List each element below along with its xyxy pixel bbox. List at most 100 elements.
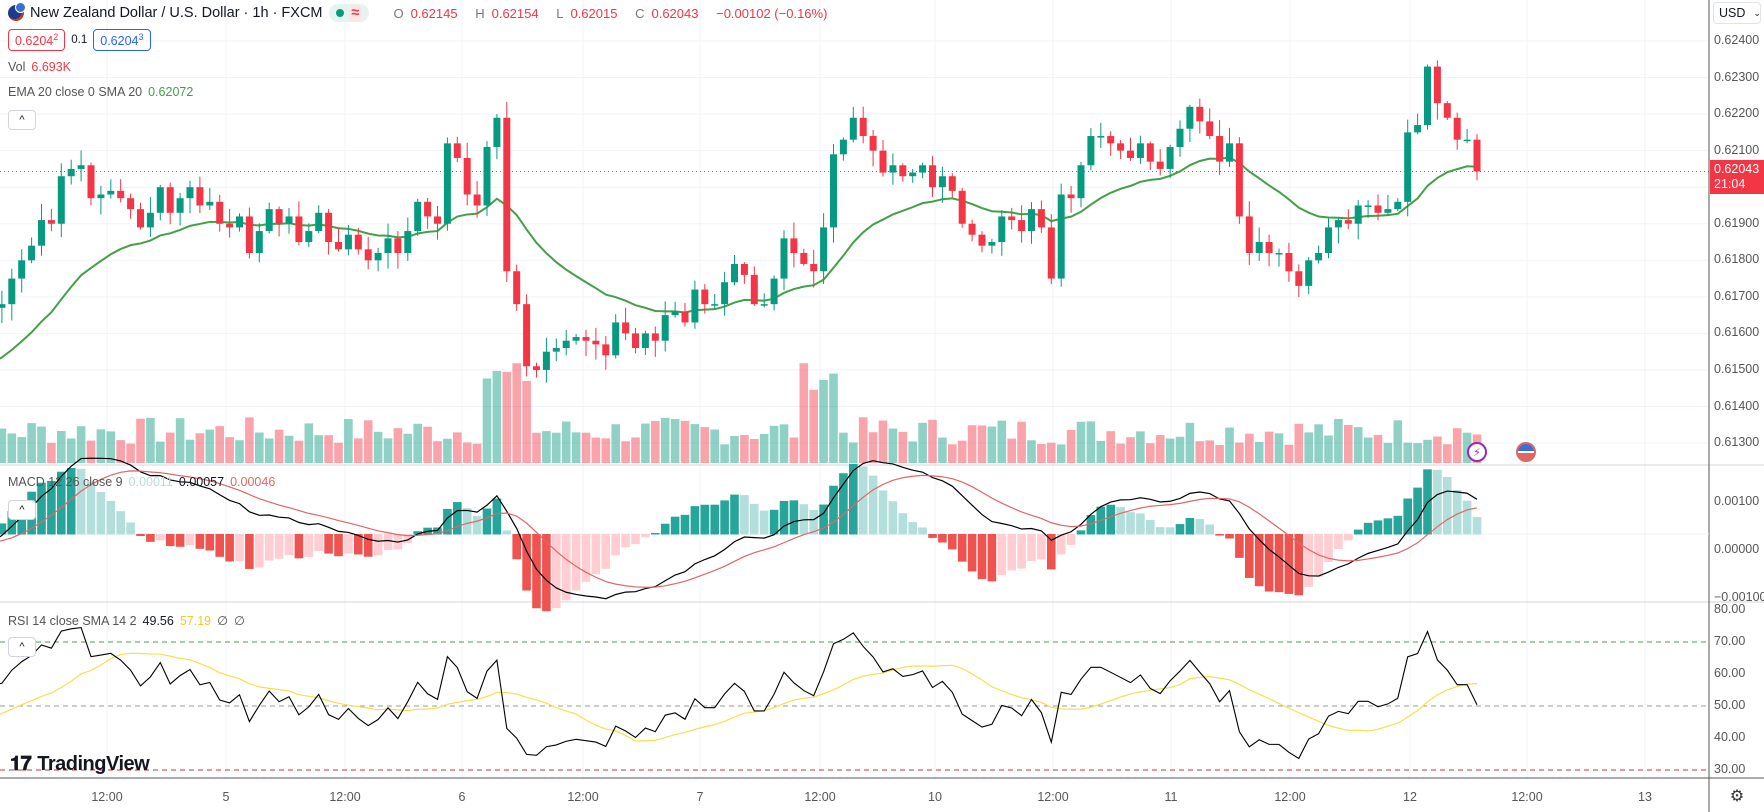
macd-histogram-bar [403,534,413,544]
volume-bar [264,438,274,463]
volume-bar [680,420,690,463]
settings-gear-icon[interactable]: ⚙ [1729,788,1745,805]
macd-signal-value: 0.00046 [230,475,276,489]
time-axis-label: 12:00 [567,790,599,804]
macd-histogram-bar [0,523,7,535]
macd-histogram-bar [789,500,799,535]
volume-bar [1334,418,1343,463]
rsi-collapse-button[interactable]: ^ [8,637,36,657]
volume-bar [740,434,749,463]
volume-bar [304,423,314,463]
candle-body [1433,66,1441,104]
volume-bar [57,431,66,463]
macd-histogram-bar [354,534,363,555]
macd-histogram-bar [987,534,997,582]
rsi-legend[interactable]: RSI 14 close SMA 14 2 49.56 57.19 ∅ ∅ [8,613,245,629]
volume-bar [779,424,789,463]
macd-histogram-bar [304,534,314,557]
volume-bar [1165,438,1175,463]
candle-body [473,194,481,206]
volume-bar [651,420,660,463]
candle-body [305,231,313,243]
macd-histogram-bar [690,506,700,535]
volume-bar [255,432,264,463]
volume-bar [631,437,640,463]
lightning-event-icon[interactable]: ⚡ [1467,442,1487,462]
macd-histogram-bar [1017,534,1026,569]
candle-body [533,366,540,370]
candle-body [206,201,214,206]
tradingview-logo[interactable]: 𝟏𝟕 TradingView [10,753,150,775]
time-axis-label: 12:00 [1511,790,1543,804]
price-axis-label: 0.61700 [1714,288,1760,303]
candle-body [1057,194,1065,279]
candle-body [1265,242,1273,253]
candle-body [938,176,946,188]
volume-bar [1047,442,1056,463]
ema-legend[interactable]: EMA 20 close 0 SMA 20 0.62072 [8,85,194,99]
candle-body [552,348,560,352]
volume-bar [443,438,452,463]
volume-bar [1304,432,1313,463]
candle-body [245,216,253,253]
candle-body [18,260,26,279]
macd-histogram-bar [1037,534,1046,560]
us-economic-event-icon[interactable] [1516,442,1536,462]
volume-bar [750,438,759,463]
volume-bar [1185,422,1195,463]
candle-body [978,234,986,246]
candle-body [592,340,600,345]
macd-histogram-bar [215,534,224,557]
volume-legend[interactable]: Vol 6.693K [8,60,72,74]
volume-bar [482,378,492,463]
market-status-pill[interactable]: ≈ [328,4,370,22]
candle-body [344,234,352,250]
macd-histogram-bar [324,534,333,554]
candle-body [1334,220,1342,228]
volume-bar [660,417,670,463]
currency-select[interactable]: USD ⌄ [1713,2,1761,24]
macd-legend[interactable]: MACD 12 26 close 9 0.00011 0.00057 0.000… [8,475,276,489]
sell-button[interactable]: 0.62042 [8,29,66,52]
candle-body [146,212,154,228]
volume-bar [0,428,7,463]
candle-body [255,231,263,253]
last-price-tag: 0.62043 21:04 [1710,160,1764,194]
volume-bar [552,432,561,463]
candle-body [1235,143,1243,217]
buy-button[interactable]: 0.62043 [93,29,151,52]
volume-bar [274,429,284,463]
macd-histogram-bar [156,534,165,541]
macd-histogram-bar [294,534,304,559]
volume-bar [1126,437,1135,463]
trade-buttons: 0.62042 0.1 0.62043 [8,29,151,52]
macd-histogram-bar [1294,534,1304,596]
volume-bar [1225,427,1234,463]
macd-histogram-bar [522,534,531,591]
volume-bar [700,427,710,463]
candle-body [166,187,174,213]
collapse-legend-button[interactable]: ^ [8,110,36,130]
symbol-title[interactable]: New Zealand Dollar / U.S. Dollar · 1h · … [30,5,323,21]
volume-bar [413,423,422,463]
macd-histogram-bar [57,471,66,535]
time-axis-label: 11 [1164,790,1178,804]
macd-histogram-bar [898,513,908,535]
candle-body [1018,220,1026,232]
volume-bar [1294,423,1304,463]
volume-bar [17,437,26,463]
candle-body [701,289,709,305]
candle-body [790,238,798,253]
candle-body [919,165,927,173]
candle-body [443,143,451,224]
candle-body [265,209,273,232]
volume-bar [146,417,155,463]
candle-body [968,223,976,235]
macd-collapse-button[interactable]: ^ [8,500,36,520]
macd-histogram-bar [809,509,818,535]
macd-histogram-bar [918,527,927,535]
macd-histogram-bar [443,508,452,535]
volume-bar [314,435,323,463]
candle-body [1424,66,1431,126]
